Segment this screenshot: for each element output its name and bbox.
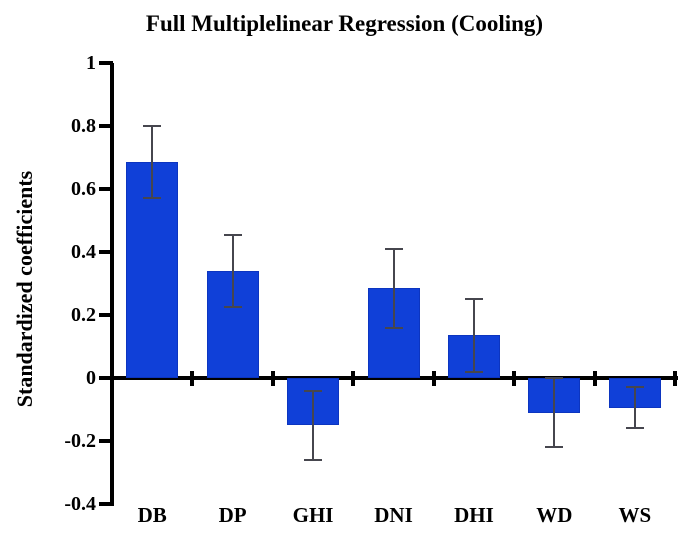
y-tick bbox=[99, 124, 113, 128]
x-tick bbox=[673, 371, 677, 386]
x-tick bbox=[512, 371, 517, 386]
y-tick-label: 0.6 bbox=[71, 178, 96, 200]
y-tick-label: -0.2 bbox=[64, 430, 96, 452]
y-tick-label: 0.8 bbox=[71, 115, 96, 137]
y-tick-label: 0 bbox=[86, 367, 96, 389]
error-bar-cap-top bbox=[304, 389, 323, 392]
y-axis bbox=[110, 63, 114, 506]
x-category-label-db: DB bbox=[137, 503, 167, 527]
error-bar-cap-top bbox=[384, 247, 403, 250]
error-bar-cap-bottom bbox=[625, 427, 644, 430]
x-category-label-ws: WS bbox=[618, 503, 652, 527]
error-bar-cap-top bbox=[143, 125, 162, 127]
error-bar-line bbox=[633, 387, 636, 429]
error-bar-cap-top bbox=[625, 386, 644, 389]
error-bar-cap-bottom bbox=[384, 326, 403, 329]
x-tick bbox=[592, 371, 597, 386]
x-category-label-dp: DP bbox=[218, 503, 247, 527]
error-bar-cap-bottom bbox=[143, 197, 162, 200]
x-category-label-dhi: DHI bbox=[454, 503, 494, 527]
x-tick bbox=[351, 371, 356, 386]
error-bar-cap-top bbox=[223, 233, 242, 236]
error-bar-cap-bottom bbox=[223, 306, 242, 309]
error-bar-line bbox=[151, 126, 154, 199]
x-tick bbox=[270, 371, 275, 386]
error-bar-cap-top bbox=[464, 298, 483, 301]
error-bar-line bbox=[472, 299, 475, 372]
x-baseline bbox=[110, 376, 678, 380]
error-bar-cap-bottom bbox=[545, 446, 564, 449]
y-tick-label: 1 bbox=[86, 52, 96, 74]
x-tick bbox=[431, 371, 436, 386]
x-category-label-wd: WD bbox=[536, 503, 573, 527]
y-tick bbox=[99, 502, 113, 506]
error-bar-cap-top bbox=[545, 377, 564, 379]
error-bar-line bbox=[312, 390, 315, 460]
y-tick bbox=[99, 250, 113, 254]
error-bar-line bbox=[231, 234, 234, 308]
x-category-label-dni: DNI bbox=[374, 503, 413, 527]
x-category-label-ghi: GHI bbox=[292, 503, 334, 527]
y-tick-label: -0.4 bbox=[64, 493, 96, 515]
y-tick bbox=[99, 187, 113, 191]
y-tick-label: 0.2 bbox=[71, 304, 96, 326]
error-bar-cap-bottom bbox=[304, 458, 323, 461]
error-bar-cap-bottom bbox=[464, 370, 483, 373]
error-bar-line bbox=[553, 378, 556, 448]
x-tick bbox=[190, 371, 195, 386]
y-tick bbox=[99, 439, 113, 443]
y-tick-label: 0.4 bbox=[71, 241, 96, 263]
error-bar-line bbox=[392, 248, 395, 328]
y-tick bbox=[99, 313, 113, 317]
y-tick bbox=[99, 61, 113, 65]
chart-title: Full Multiplelinear Regression (Cooling) bbox=[145, 11, 544, 36]
y-tick bbox=[99, 376, 113, 380]
